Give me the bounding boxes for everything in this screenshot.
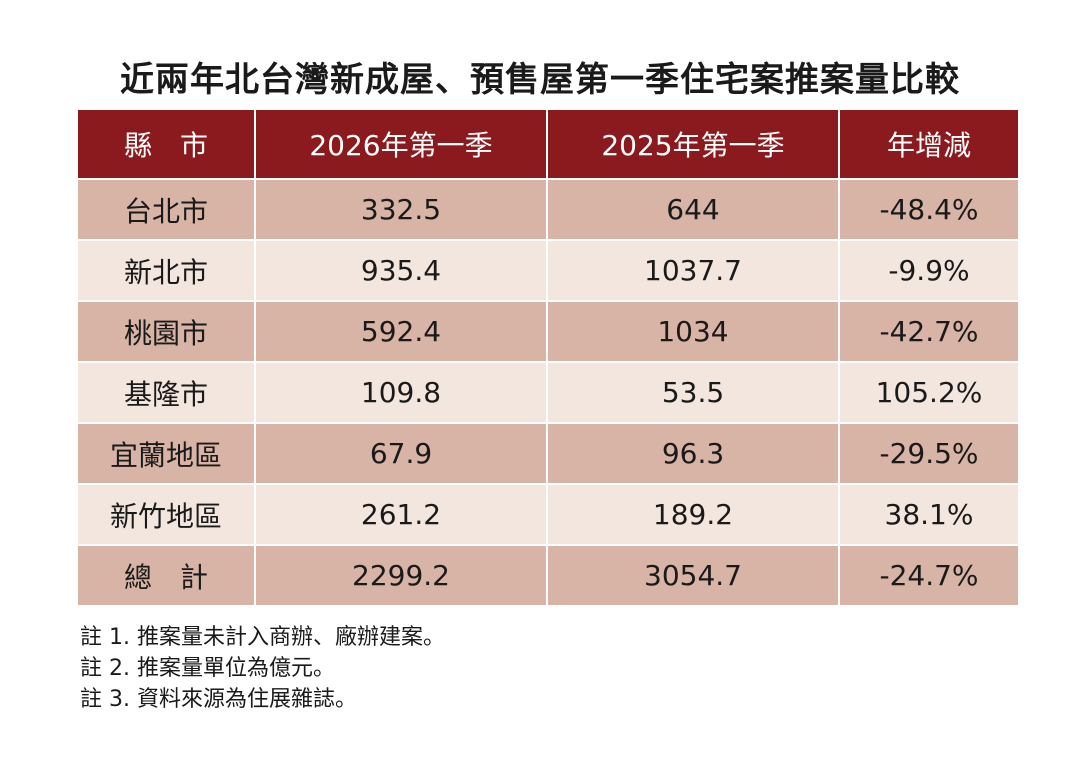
cell-region: 基隆市 xyxy=(76,361,256,424)
table-row: 宜蘭地區 67.9 96.3 -29.5% xyxy=(76,422,1020,485)
cell-region: 新竹地區 xyxy=(76,483,256,546)
table-row: 新北市 935.4 1037.7 -9.9% xyxy=(76,239,1020,302)
cell-yoy-change: 38.1% xyxy=(838,483,1020,546)
cell-2026-q1: 592.4 xyxy=(254,300,548,363)
cell-region: 宜蘭地區 xyxy=(76,422,256,485)
cell-region: 總 計 xyxy=(76,544,256,607)
cell-2026-q1: 2299.2 xyxy=(254,544,548,607)
footnotes: 註 1. 推案量未計入商辦、廠辦建案。 註 2. 推案量單位為億元。 註 3. … xyxy=(80,622,445,715)
cell-2026-q1: 332.5 xyxy=(254,178,548,241)
cell-yoy-change: -42.7% xyxy=(838,300,1020,363)
cell-2026-q1: 109.8 xyxy=(254,361,548,424)
cell-region: 台北市 xyxy=(76,178,256,241)
column-header-yoy-change: 年增減 xyxy=(838,108,1020,180)
cell-2026-q1: 67.9 xyxy=(254,422,548,485)
cell-2025-q1: 53.5 xyxy=(546,361,840,424)
header-row: 縣 市 2026年第一季 2025年第一季 年增減 xyxy=(76,108,1020,180)
cell-2025-q1: 3054.7 xyxy=(546,544,840,607)
table-row: 桃園市 592.4 1034 -42.7% xyxy=(76,300,1020,363)
column-header-region: 縣 市 xyxy=(76,108,256,180)
table-row: 基隆市 109.8 53.5 105.2% xyxy=(76,361,1020,424)
table-row: 新竹地區 261.2 189.2 38.1% xyxy=(76,483,1020,546)
cell-yoy-change: -24.7% xyxy=(838,544,1020,607)
footnote-1: 註 1. 推案量未計入商辦、廠辦建案。 xyxy=(80,625,445,650)
cell-2025-q1: 1034 xyxy=(546,300,840,363)
cell-2026-q1: 261.2 xyxy=(254,483,548,546)
cell-2025-q1: 189.2 xyxy=(546,483,840,546)
table-body: 台北市 332.5 644 -48.4% 新北市 935.4 1037.7 -9.9% 桃園市 5… xyxy=(76,178,1020,607)
cell-yoy-change: -29.5% xyxy=(838,422,1020,485)
cell-yoy-change: -48.4% xyxy=(838,178,1020,241)
column-header-2026-q1: 2026年第一季 xyxy=(254,108,548,180)
footnote-2: 註 2. 推案量單位為億元。 xyxy=(80,656,335,681)
cell-yoy-change: -9.9% xyxy=(838,239,1020,302)
comparison-table: 縣 市 2026年第一季 2025年第一季 年增減 台北市 332.5 644 -48… xyxy=(76,108,1020,607)
footnote-3: 註 3. 資料來源為住展雜誌。 xyxy=(80,687,357,712)
table-row: 台北市 332.5 644 -48.4% xyxy=(76,178,1020,241)
cell-region: 桃園市 xyxy=(76,300,256,363)
cell-2025-q1: 644 xyxy=(546,178,840,241)
cell-yoy-change: 105.2% xyxy=(838,361,1020,424)
cell-2025-q1: 96.3 xyxy=(546,422,840,485)
cell-2025-q1: 1037.7 xyxy=(546,239,840,302)
table-row: 總 計 2299.2 3054.7 -24.7% xyxy=(76,544,1020,607)
table-title: 近兩年北台灣新成屋、預售屋第一季住宅案推案量比較 xyxy=(120,60,960,100)
cell-2026-q1: 935.4 xyxy=(254,239,548,302)
cell-region: 新北市 xyxy=(76,239,256,302)
column-header-2025-q1: 2025年第一季 xyxy=(546,108,840,180)
